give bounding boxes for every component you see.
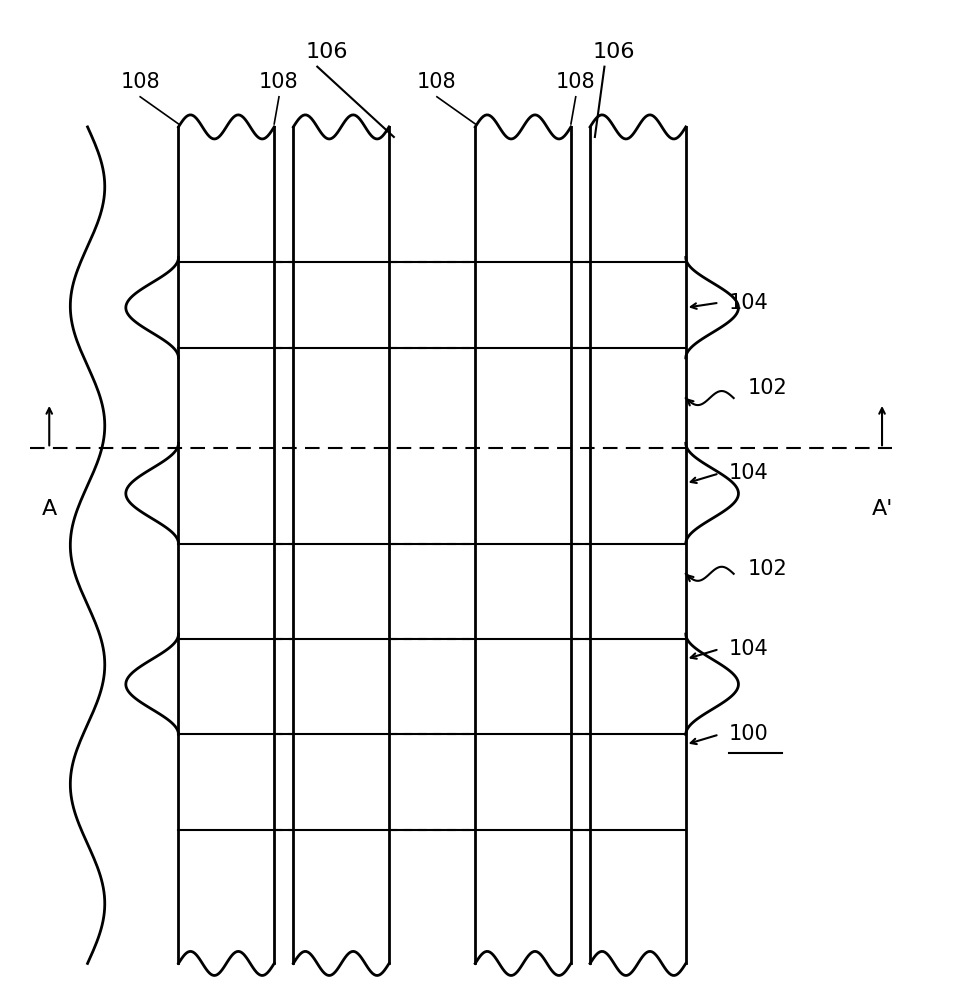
Text: 100: 100 — [729, 724, 769, 744]
Text: A: A — [41, 498, 57, 519]
Text: A': A' — [872, 498, 893, 519]
Text: 102: 102 — [748, 378, 788, 398]
Text: 106: 106 — [592, 41, 636, 61]
Text: 106: 106 — [305, 41, 348, 61]
Text: 108: 108 — [120, 71, 160, 92]
Text: 108: 108 — [417, 71, 457, 92]
Text: 108: 108 — [556, 71, 595, 92]
Text: 104: 104 — [729, 293, 769, 312]
Text: 104: 104 — [729, 639, 769, 660]
Text: 108: 108 — [259, 71, 299, 92]
Text: 104: 104 — [729, 463, 769, 483]
Text: 102: 102 — [748, 559, 788, 579]
